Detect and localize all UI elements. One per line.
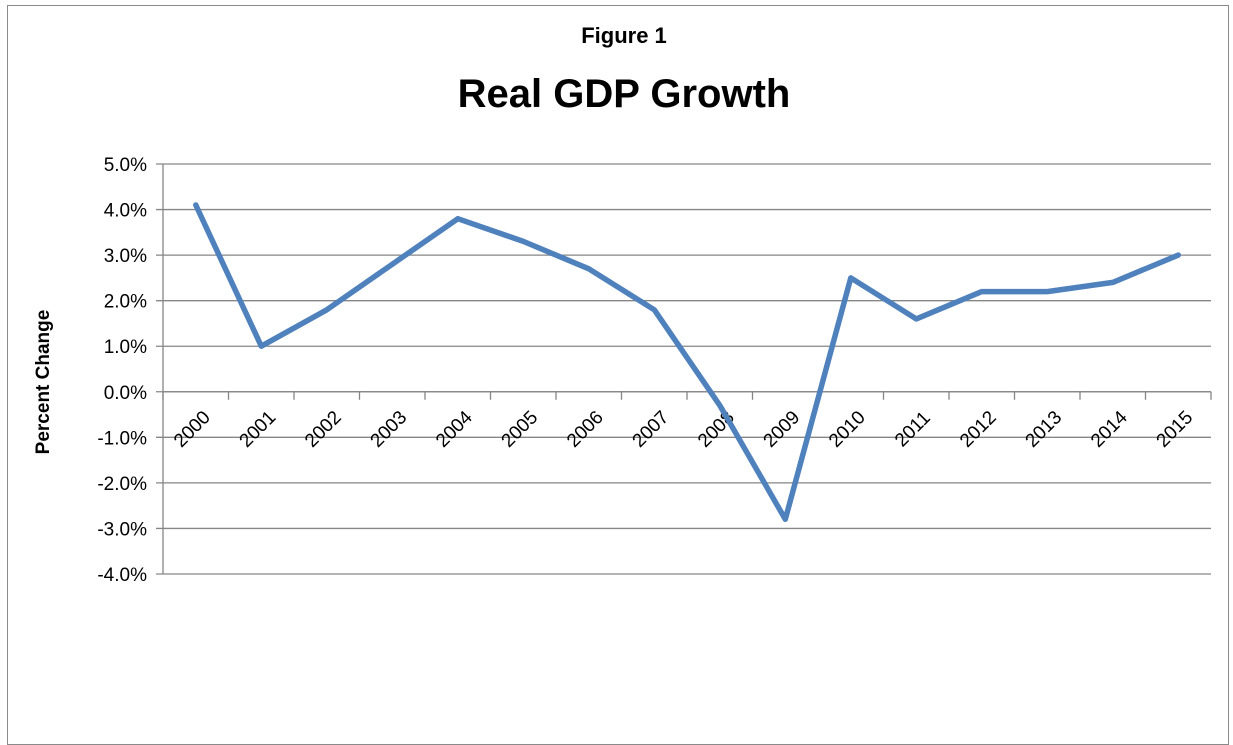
series-line-group [196,205,1179,520]
x-tick-label: 2014 [1087,407,1132,452]
x-tick-label: 2015 [1153,407,1198,452]
x-tick-label: 2001 [236,407,281,452]
y-tick-label: 4.0% [104,201,147,222]
x-tick-label: 2012 [956,407,1001,452]
y-tick-label: 3.0% [104,246,147,267]
series-line [196,205,1179,519]
y-axis-ticks: 5.0% 4.0% 3.0% 2.0% 1.0% 0.0% -1.0% -2.0% -3.0% -… [97,155,147,586]
y-tick-label: -4.0% [97,565,147,586]
y-tick-label: 2.0% [104,292,147,313]
y-tick-label: 5.0% [104,155,147,176]
x-tick-label: 2010 [825,407,870,452]
x-tick-label: 2000 [170,407,215,452]
y-tick-label: -1.0% [97,428,147,449]
x-axis [163,164,1211,574]
x-tick-label: 2007 [629,407,674,452]
x-tick-label: 2006 [563,407,608,452]
gridlines [156,164,1211,574]
y-axis-label: Percent Change [33,310,54,455]
chart-title: Real GDP Growth [458,72,791,116]
x-tick-label: 2009 [760,407,805,452]
x-tick-label: 2013 [1022,407,1067,452]
y-tick-label: -2.0% [97,474,147,495]
x-tick-label: 2002 [301,407,346,452]
x-tick-label: 2004 [432,407,477,452]
y-tick-label: 1.0% [104,337,147,358]
x-tick-label: 2011 [891,408,935,452]
y-tick-label: -3.0% [97,519,147,540]
x-tick-label: 2005 [498,407,543,452]
chart-supertitle: Figure 1 [581,23,667,48]
x-tick-label: 2003 [367,407,412,452]
y-tick-label: 0.0% [104,383,147,404]
